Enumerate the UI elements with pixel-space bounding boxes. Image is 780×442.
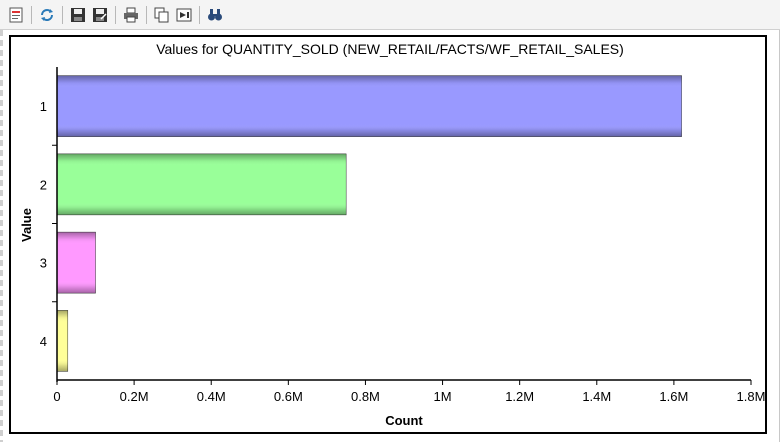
y-tick-label: 4 bbox=[40, 334, 47, 349]
chart-title: Values for QUANTITY_SOLD (NEW_RETAIL/FAC… bbox=[156, 41, 624, 57]
toolbar-separator bbox=[115, 5, 116, 24]
report-icon[interactable] bbox=[6, 5, 26, 25]
export-icon[interactable] bbox=[174, 5, 194, 25]
toolbar-separator bbox=[31, 5, 32, 24]
x-tick-label: 1.8M bbox=[737, 389, 765, 404]
bar-shading-3 bbox=[57, 232, 96, 294]
window-edge bbox=[0, 30, 3, 442]
toolbar-separator bbox=[146, 5, 147, 24]
bar-shading-4 bbox=[57, 310, 68, 372]
y-axis-label: Value bbox=[19, 208, 34, 242]
save-icon[interactable] bbox=[68, 5, 88, 25]
bar-shading-1 bbox=[57, 75, 682, 137]
x-tick-label: 1.2M bbox=[505, 389, 534, 404]
x-tick-label: 0.4M bbox=[197, 389, 226, 404]
y-tick-label: 2 bbox=[40, 177, 47, 192]
x-tick-label: 1.6M bbox=[659, 389, 688, 404]
bar-shading-2 bbox=[57, 153, 347, 215]
save-as-icon[interactable] bbox=[90, 5, 110, 25]
find-icon[interactable] bbox=[205, 5, 225, 25]
y-tick-label: 1 bbox=[40, 99, 47, 114]
x-tick-label: 0.8M bbox=[351, 389, 380, 404]
x-tick-label: 0 bbox=[53, 389, 60, 404]
toolbar-separator bbox=[199, 5, 200, 24]
x-tick-label: 0.2M bbox=[120, 389, 149, 404]
x-axis-label: Count bbox=[385, 413, 423, 428]
x-tick-label: 0.6M bbox=[274, 389, 303, 404]
toolbar bbox=[0, 0, 780, 30]
print-icon[interactable] bbox=[121, 5, 141, 25]
x-tick-label: 1.4M bbox=[582, 389, 611, 404]
copy-icon[interactable] bbox=[152, 5, 172, 25]
y-tick-label: 3 bbox=[40, 256, 47, 271]
x-tick-label: 1M bbox=[434, 389, 452, 404]
refresh-icon[interactable] bbox=[37, 5, 57, 25]
bar-chart: Values for QUANTITY_SOLD (NEW_RETAIL/FAC… bbox=[19, 41, 765, 428]
chart-panel: Values for QUANTITY_SOLD (NEW_RETAIL/FAC… bbox=[9, 35, 767, 434]
toolbar-separator bbox=[62, 5, 63, 24]
